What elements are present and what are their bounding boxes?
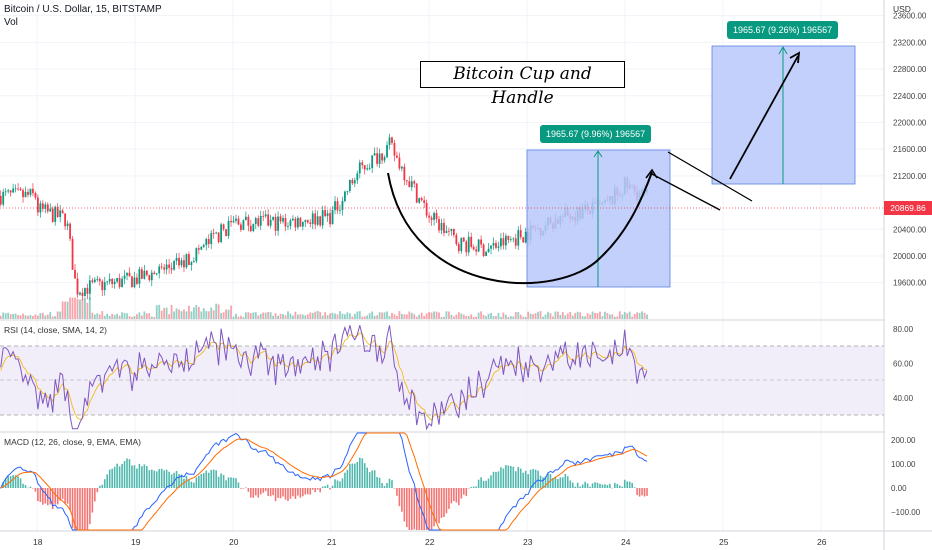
breakout-arrow[interactable] [729, 55, 799, 180]
macd-tick-label: 0.00 [891, 484, 907, 493]
target-measure-label: 1965.67 (9.26%) 196567 [727, 21, 839, 39]
price-tick-label: 23200.00 [893, 38, 927, 47]
price-tick-label: 21200.00 [893, 172, 927, 181]
rsi-label[interactable]: RSI (14, close, SMA, 14, 2) [4, 325, 107, 335]
cup-measure-label: 1965.67 (9.96%) 196567 [540, 125, 652, 143]
price-tick-label: 22800.00 [893, 65, 927, 74]
volume-bars [0, 297, 648, 319]
price-tick-label: 20400.00 [893, 225, 927, 234]
handle-line-upper[interactable] [667, 151, 753, 202]
time-tick-label: 24 [621, 537, 631, 547]
time-tick-label: 18 [33, 537, 43, 547]
symbol-title[interactable]: Bitcoin / U.S. Dollar, 15, BITSTAMP [4, 4, 162, 15]
price-tick-label: 19600.00 [893, 279, 927, 288]
current-price-badge: 20869.86 [884, 201, 932, 215]
time-tick-label: 22 [425, 537, 435, 547]
macd-tick-label: 100.00 [891, 460, 916, 469]
rsi-axis: 80.00 60.00 40.00 [893, 325, 914, 403]
macd-label[interactable]: MACD (12, 26, close, 9, EMA, EMA) [4, 437, 141, 447]
volume-label[interactable]: Vol [4, 17, 18, 28]
macd-pane[interactable] [0, 432, 648, 531]
time-tick-label: 23 [523, 537, 533, 547]
price-tick-label: 23600.00 [893, 12, 927, 21]
macd-axis: 200.00 100.00 0.00 −100.00 [891, 436, 921, 517]
time-tick-label: 26 [817, 537, 827, 547]
cup-measure-box[interactable] [526, 149, 671, 288]
handle-line-lower[interactable] [649, 172, 721, 211]
price-tick-label: 22000.00 [893, 118, 927, 127]
macd-tick-label: −100.00 [891, 508, 921, 517]
time-tick-label: 20 [229, 537, 239, 547]
breakout-arrow-head [789, 51, 801, 64]
chart-annotation-title[interactable]: Bitcoin Cup and Handle [420, 61, 625, 108]
rsi-line [0, 325, 648, 431]
currency-label: USD [893, 4, 911, 14]
rsi-pane[interactable] [0, 325, 884, 431]
macd-signal-line [0, 432, 648, 531]
time-tick-label: 21 [327, 537, 337, 547]
rsi-tick-label: 60.00 [893, 359, 914, 368]
macd-tick-label: 200.00 [891, 436, 916, 445]
rsi-tick-label: 40.00 [893, 394, 914, 403]
price-tick-label: 21600.00 [893, 145, 927, 154]
time-axis[interactable]: 18 19 20 21 22 23 24 25 26 [33, 537, 827, 547]
time-tick-label: 25 [719, 537, 729, 547]
time-tick-label: 19 [131, 537, 141, 547]
cup-curve[interactable] [387, 171, 653, 285]
price-tick-label: 20000.00 [893, 252, 927, 261]
target-measure-box[interactable] [711, 45, 856, 185]
rsi-tick-label: 80.00 [893, 325, 914, 334]
price-axis[interactable]: 23600.00 23200.00 22800.00 22400.00 22000.00… [893, 12, 927, 288]
price-tick-label: 22400.00 [893, 92, 927, 101]
rsi-sma-line [0, 332, 648, 421]
